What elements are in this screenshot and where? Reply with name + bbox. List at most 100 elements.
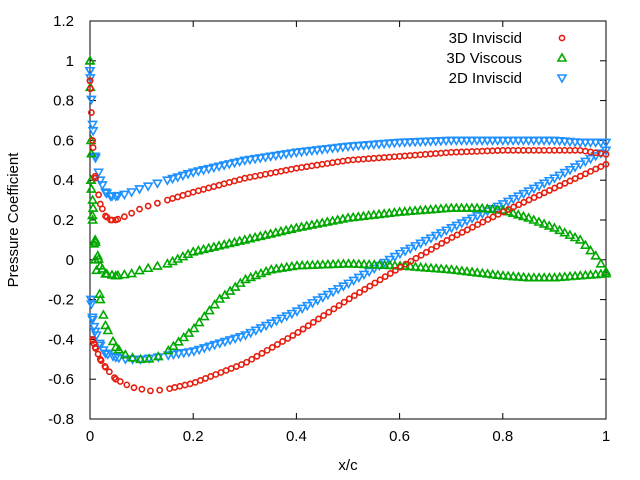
data-point: [183, 327, 195, 337]
data-point: [307, 299, 318, 309]
data-point: [368, 264, 380, 275]
data-point: [203, 164, 215, 175]
data-point: [89, 335, 96, 343]
data-point: [234, 157, 246, 168]
data-point: [363, 140, 375, 151]
data-point: [399, 247, 411, 257]
data-point: [590, 268, 602, 279]
data-point: [100, 349, 111, 359]
data-point: [585, 269, 596, 279]
data-point: [193, 316, 205, 327]
data-point: [128, 209, 136, 217]
data-point: [430, 262, 442, 273]
data-point: [209, 299, 221, 309]
data-point: [410, 261, 421, 271]
data-point: [353, 258, 365, 268]
data-point: [88, 322, 100, 333]
data-point: [241, 174, 249, 182]
data-point: [91, 264, 102, 275]
data-point: [414, 204, 426, 215]
data-point: [224, 336, 236, 346]
data-point: [284, 335, 292, 342]
data-point: [260, 321, 272, 332]
y-tick-label: 0.6: [53, 132, 74, 149]
data-point: [296, 147, 307, 158]
data-point: [510, 203, 517, 211]
data-point: [543, 136, 555, 147]
data-point: [301, 301, 313, 312]
data-point: [299, 325, 307, 333]
data-point: [277, 167, 285, 175]
data-point: [415, 239, 426, 249]
data-point: [313, 161, 321, 169]
data-point: [590, 250, 602, 260]
data-point: [234, 332, 246, 343]
data-point: [579, 239, 591, 250]
y-tick-label: 0.8: [53, 93, 74, 110]
data-point: [497, 200, 509, 210]
data-point: [143, 353, 155, 363]
data-point: [417, 251, 425, 259]
data-point: [422, 248, 430, 256]
data-point: [479, 218, 487, 226]
data-point: [574, 270, 586, 280]
data-point: [127, 352, 138, 362]
data-point: [581, 147, 589, 155]
data-point: [102, 324, 114, 335]
data-point: [361, 285, 369, 293]
data-point: [337, 258, 349, 268]
data-point: [523, 272, 535, 282]
data-point: [499, 208, 507, 216]
data-point: [373, 140, 385, 150]
data-point: [440, 202, 452, 213]
data-point: [253, 352, 261, 360]
data-point: [564, 229, 576, 239]
data-point: [440, 226, 452, 236]
data-point: [256, 171, 264, 179]
data-point: [551, 184, 559, 192]
data-point: [507, 136, 519, 147]
data-point: [258, 349, 266, 357]
data-point: [600, 138, 612, 149]
legend: 3D Inviscid 3D Viscous 2D Inviscid: [446, 30, 568, 87]
data-point: [301, 147, 313, 157]
data-point: [494, 210, 502, 218]
data-point: [246, 173, 254, 181]
data-point: [351, 292, 358, 300]
data-point: [466, 214, 478, 224]
data-point: [265, 152, 276, 162]
data-point: [223, 160, 235, 170]
data-point: [466, 266, 478, 276]
data-point: [556, 182, 564, 190]
data-point: [600, 266, 612, 276]
data-point: [168, 350, 179, 361]
y-tick-label: -0.8: [48, 411, 74, 428]
data-point: [515, 201, 523, 209]
data-point: [213, 162, 225, 172]
data-point: [492, 136, 504, 147]
data-point: [525, 196, 533, 204]
data-point: [323, 160, 331, 167]
data-point: [420, 236, 432, 247]
data-point: [193, 345, 205, 356]
data-point: [304, 322, 312, 330]
data-point: [440, 136, 452, 147]
data-point: [98, 309, 109, 319]
data-point: [142, 262, 154, 273]
data-point: [559, 271, 571, 281]
data-point: [85, 148, 97, 158]
data-point: [561, 179, 569, 187]
data-point: [528, 214, 540, 224]
data-point: [497, 270, 509, 280]
data-point: [597, 163, 605, 171]
data-point: [317, 259, 329, 269]
x-tick-label: 1: [602, 428, 610, 445]
data-point: [298, 164, 305, 171]
data-point: [420, 262, 432, 272]
data-point: [399, 206, 411, 216]
data-point: [520, 198, 528, 206]
data-point: [142, 182, 154, 192]
data-point: [96, 355, 104, 363]
data-point: [461, 202, 473, 212]
data-point: [91, 172, 99, 180]
